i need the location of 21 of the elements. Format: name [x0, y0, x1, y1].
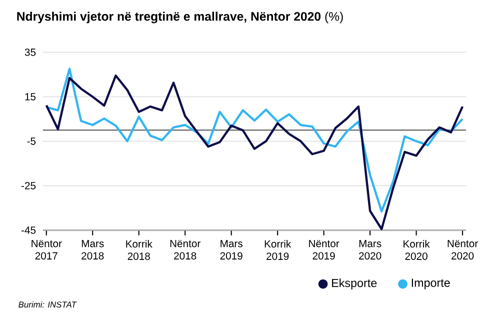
x-tick-label: Mars 2020 [359, 240, 382, 260]
legend-label: Importe [412, 278, 450, 290]
x-tick-label: Korrik 2019 [264, 240, 292, 260]
line-series [45, 68, 464, 212]
x-tick-label: Nëntor 2018 [170, 240, 200, 260]
chart-title: Ndryshimi vjetor në tregtinë e mallrave, Nëntor 2020 (%) [17, 12, 343, 24]
x-tick-label: Korrik 2018 [126, 240, 152, 260]
legend-label: Eksporte [332, 278, 377, 290]
x-tick-label: Nëntor 2020 [448, 240, 478, 260]
y-tick-label: -5 [27, 138, 36, 145]
y-tick-label: 35 [24, 48, 36, 56]
x-tick-label: Nëntor 2017 [32, 240, 62, 260]
x-tick-label: Korrik 2020 [404, 240, 430, 260]
x-tick-label: Mars 2019 [220, 240, 242, 260]
x-tick-label: Nëntor 2019 [309, 240, 340, 260]
y-tick-label: -25 [21, 182, 36, 190]
x-tick-label: Mars 2018 [82, 240, 104, 260]
y-tick-label: -45 [21, 226, 36, 234]
line-series [45, 74, 464, 230]
y-tick-label: 15 [25, 93, 36, 100]
text: Burimi: INSTAT [18, 301, 77, 308]
